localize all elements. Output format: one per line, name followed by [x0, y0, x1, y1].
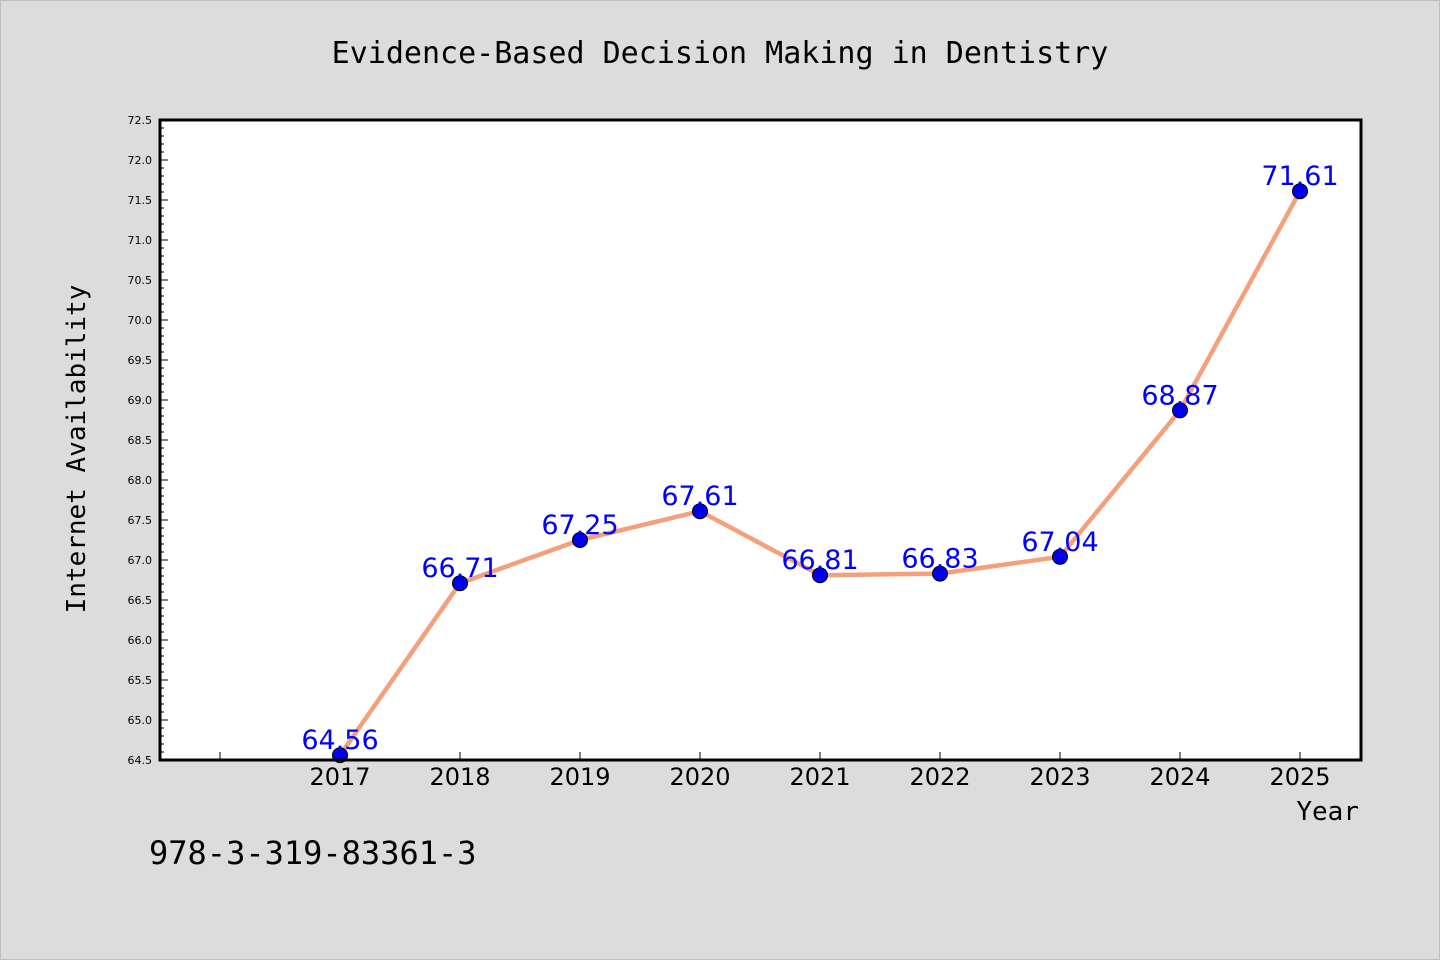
data-point-label: 71.61 [1261, 161, 1338, 192]
x-tick-label: 2025 [1269, 763, 1330, 791]
y-tick-label: 68.5 [128, 434, 153, 447]
data-labels: 64.56 66.71 67.25 67.61 66.81 66.83 67.04 68.87… [301, 161, 1338, 756]
y-axis: 64.5 65.0 65.5 66.0 66.5 67.0 67.5 68.0 68.5 69.0… [128, 114, 168, 767]
plot-area [160, 120, 1361, 760]
x-tick-label: 2017 [309, 763, 370, 791]
data-point-marker [1052, 548, 1068, 565]
data-point-marker [932, 565, 948, 582]
y-tick-label: 66.5 [128, 594, 153, 607]
y-tick-label: 70.0 [128, 314, 153, 327]
data-point-marker [1172, 402, 1188, 419]
data-point-label: 67.04 [1021, 527, 1098, 558]
y-tick-label: 66.0 [128, 634, 153, 647]
y-tick-label: 69.0 [128, 394, 153, 407]
x-axis-label: Year [1296, 797, 1359, 827]
footnote-isbn: 978-3-319-83361-3 [149, 834, 477, 872]
data-point-marker [692, 503, 708, 520]
data-points [332, 183, 1308, 764]
y-tick-label: 70.5 [128, 274, 153, 287]
x-tick-label: 2020 [669, 763, 730, 791]
data-point-label: 67.61 [661, 481, 738, 512]
x-tick-label: 2018 [429, 763, 490, 791]
x-tick-label: 2023 [1029, 763, 1090, 791]
data-point-label: 66.71 [421, 553, 498, 584]
y-tick-label: 72.5 [128, 114, 153, 127]
y-tick-label: 72.0 [128, 154, 153, 167]
x-tick-label: 2024 [1149, 763, 1210, 791]
y-tick-label: 64.5 [128, 754, 153, 767]
data-point-marker [572, 532, 588, 548]
data-point-marker [452, 575, 468, 592]
data-point-label: 68.87 [1141, 380, 1218, 411]
data-point-label: 66.81 [781, 545, 858, 576]
data-point-label: 64.56 [301, 725, 378, 756]
y-tick-label: 69.5 [128, 354, 153, 367]
x-tick-label: 2019 [549, 763, 610, 791]
data-point-label: 67.25 [541, 510, 618, 541]
x-tick-label: 2021 [789, 763, 850, 791]
data-point-marker [812, 567, 828, 584]
y-tick-label: 67.5 [128, 514, 153, 527]
y-tick-label: 71.0 [128, 234, 153, 247]
data-point-marker [1292, 183, 1308, 200]
x-axis: 2017 2018 2019 2020 2021 2022 2023 2024 2025 [219, 752, 1331, 791]
y-tick-label: 67.0 [128, 554, 153, 567]
y-tick-label: 65.0 [128, 714, 153, 727]
x-tick-label: 2022 [909, 763, 970, 791]
chart-title: Evidence-Based Decision Making in Dentis… [332, 36, 1109, 71]
plot-border [158, 118, 1363, 762]
y-axis-label: Internet Availability [62, 285, 92, 614]
y-tick-label: 71.5 [128, 194, 153, 207]
y-tick-label: 65.5 [128, 674, 153, 687]
data-point-label: 66.83 [901, 544, 978, 575]
y-tick-label: 68.0 [128, 474, 153, 487]
